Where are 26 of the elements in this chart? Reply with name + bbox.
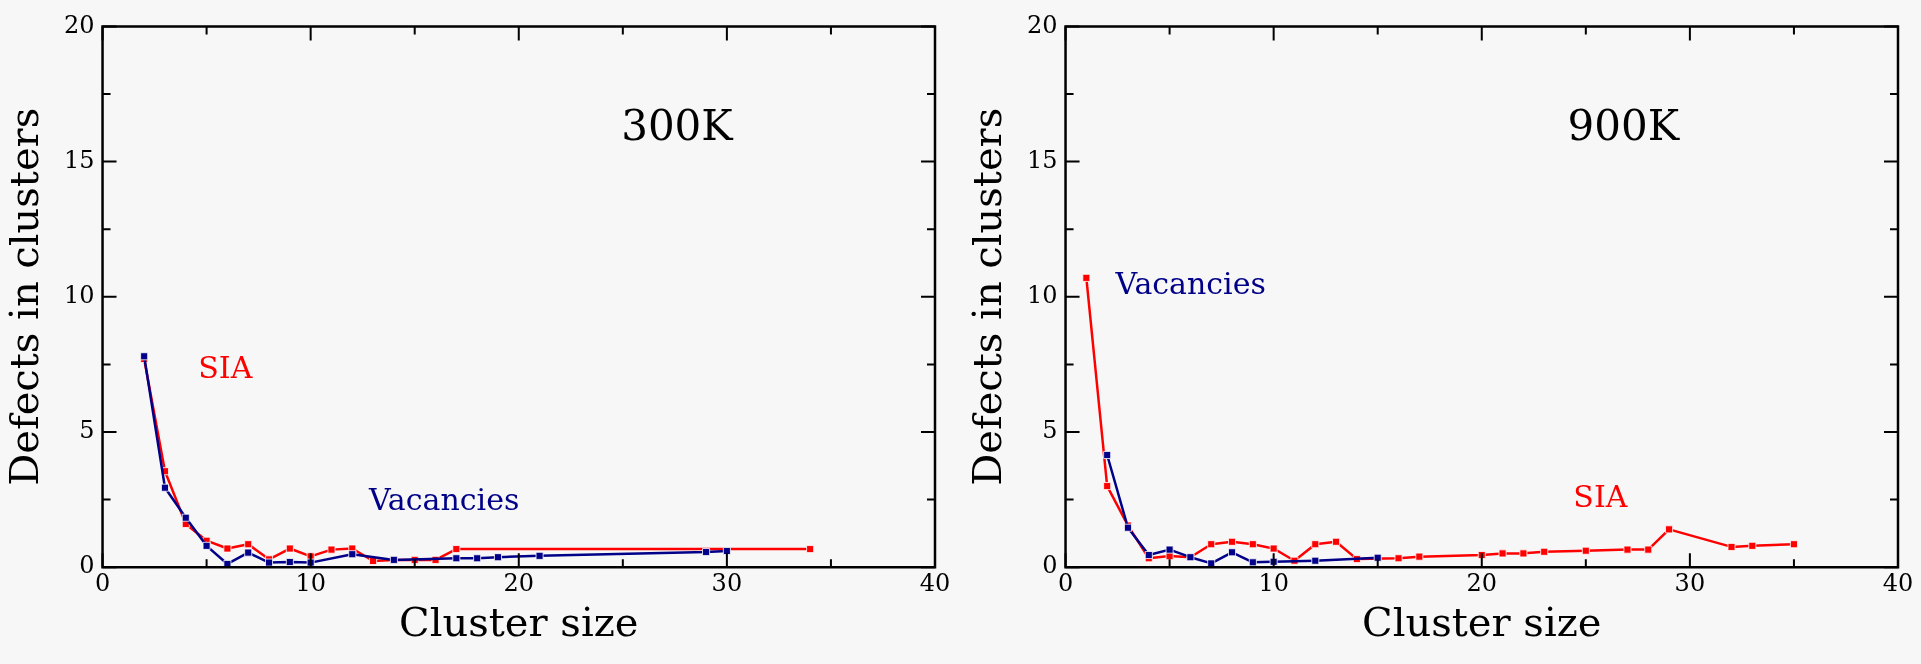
y-tick-label: 10 (1026, 281, 1058, 310)
y-tick-label: 15 (1026, 145, 1058, 174)
series-label: Vacancies (367, 482, 520, 518)
y-tick-label: 10 (63, 281, 95, 310)
text: 300K (621, 101, 735, 151)
text: Vacancies (1114, 265, 1266, 301)
y-tick-label: 5 (1042, 416, 1058, 445)
x-tick-label: 20 (503, 568, 535, 597)
y-tick-label: 20 (63, 10, 95, 39)
y-tick-label: 5 (79, 416, 95, 445)
text: 900K (1567, 101, 1681, 151)
series-label: SIA (1573, 479, 1628, 515)
x-tick-label: 30 (711, 568, 743, 597)
y-axis-title: Defects in clusters (964, 107, 1011, 486)
series-label: SIA (198, 349, 253, 385)
y-tick-label: 15 (63, 145, 95, 174)
x-tick-label: 10 (1258, 568, 1289, 597)
x-axis-title: Cluster size (1362, 599, 1602, 646)
x-axis-title: Cluster size (399, 599, 639, 646)
x-tick-label: 40 (1882, 568, 1914, 597)
x-tick-label: 30 (1674, 568, 1706, 597)
y-tick-label: 20 (1026, 10, 1058, 39)
x-tick-label: 20 (1466, 568, 1498, 597)
y-axis-title: Defects in clusters (1, 107, 48, 486)
x-tick-label: 10 (295, 568, 326, 597)
x-tick-label: 40 (919, 568, 951, 597)
